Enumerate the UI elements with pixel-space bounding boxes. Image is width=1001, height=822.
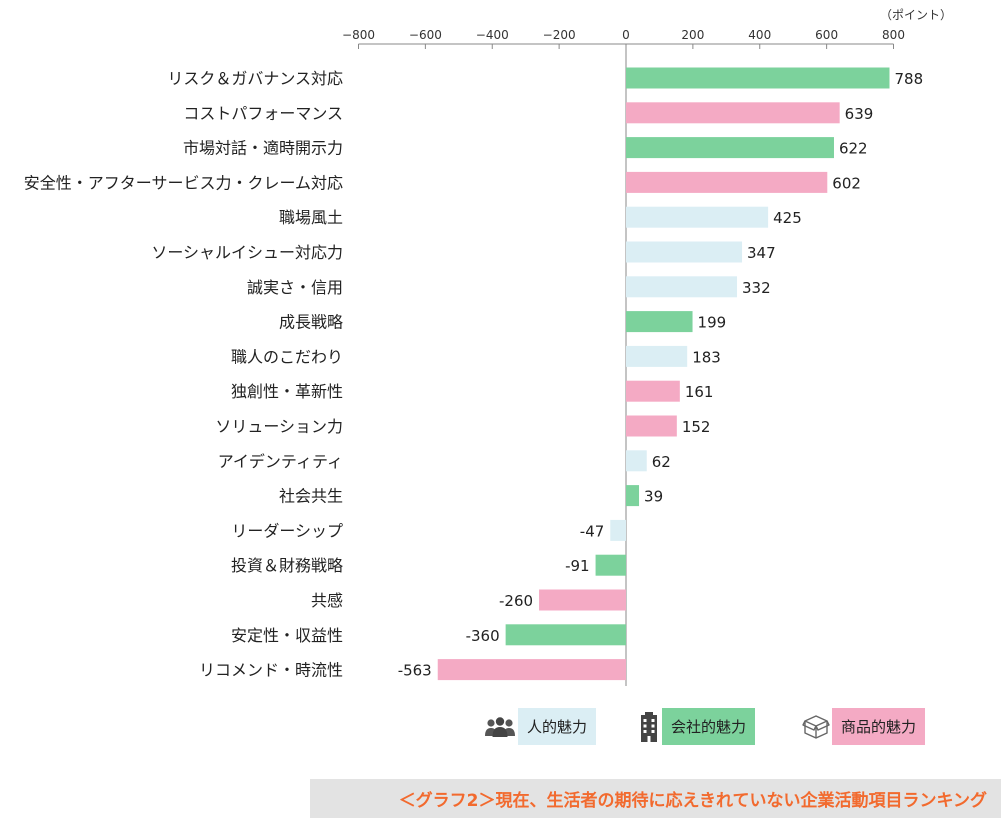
value-label: 183 — [692, 348, 721, 366]
category-label: ソーシャルイシュー対応力 — [151, 243, 343, 262]
category-label: 社会共生 — [279, 487, 343, 506]
category-label: 職人のこだわり — [231, 347, 343, 366]
bar — [626, 380, 680, 402]
x-tick-label: −600 — [409, 28, 442, 42]
legend-label-person: 人的魅力 — [518, 708, 597, 745]
bar — [626, 67, 890, 89]
value-label: 152 — [682, 418, 711, 436]
bar — [626, 485, 640, 507]
category-label: 安定性・収益性 — [231, 626, 343, 645]
value-label: 62 — [652, 453, 671, 471]
bar — [626, 276, 738, 298]
value-label: 161 — [685, 383, 714, 401]
value-label: 347 — [747, 244, 776, 262]
bar — [626, 345, 688, 367]
legend-item-person: 人的魅力 — [482, 708, 597, 745]
value-label: -260 — [499, 592, 533, 610]
bar — [610, 519, 626, 541]
legend: 人的魅力 会社的魅力 — [0, 708, 1001, 748]
value-label: -91 — [565, 557, 590, 575]
bar — [595, 554, 626, 576]
value-label: 425 — [773, 209, 802, 227]
category-label: リーダーシップ — [231, 521, 343, 540]
bar — [539, 589, 626, 611]
value-label: 622 — [839, 140, 868, 158]
category-label: 独創性・革新性 — [231, 382, 343, 401]
x-tick-label: 0 — [622, 28, 630, 42]
x-tick-label: −200 — [543, 28, 576, 42]
category-label: リスク＆ガバナンス対応 — [167, 69, 343, 88]
legend-item-company: 会社的魅力 — [636, 708, 756, 745]
bar — [626, 206, 769, 228]
label-layer: リスク＆ガバナンス対応 788 コストパフォーマンス 639 市場対話・適時開示力 622… — [24, 69, 923, 680]
bar-chart: −800 −600 −400 −200 0 200 400 600 800 リスク＆ガバナンス対… — [24, 28, 923, 686]
bar — [505, 624, 626, 646]
category-label: 誠実さ・信用 — [247, 278, 343, 297]
legend-label-product: 商品的魅力 — [832, 708, 926, 745]
bar — [626, 171, 828, 193]
category-label: 投資＆財務戦略 — [231, 556, 343, 575]
bar — [626, 137, 834, 159]
category-label: 安全性・アフターサービス力・クレーム対応 — [24, 173, 343, 192]
value-label: 639 — [845, 105, 874, 123]
value-label: 602 — [832, 174, 861, 192]
building-icon — [636, 708, 662, 745]
bar — [437, 659, 626, 681]
x-tick-label: −400 — [476, 28, 509, 42]
x-tick-label: 400 — [748, 28, 771, 42]
bar — [626, 311, 693, 333]
category-label: アイデンティティ — [218, 452, 343, 471]
bar — [626, 241, 743, 263]
value-label: -360 — [466, 627, 500, 645]
caption-bar: ＜グラフ2＞現在、生活者の期待に応えきれていない企業活動項目ランキング — [310, 779, 1001, 818]
category-label: リコメンド・時流性 — [199, 661, 343, 680]
value-label: -563 — [398, 662, 432, 680]
bar-layer — [437, 67, 890, 681]
value-label: 788 — [894, 70, 923, 88]
bar — [626, 450, 647, 472]
category-label: 職場風土 — [279, 208, 343, 227]
bar — [626, 102, 840, 124]
category-label: 市場対話・適時開示力 — [183, 139, 343, 158]
value-label: 332 — [742, 279, 771, 297]
category-label: コストパフォーマンス — [183, 104, 343, 123]
people-icon — [482, 708, 518, 745]
legend-item-product: 商品的魅力 — [800, 708, 926, 745]
x-tick-label: 800 — [882, 28, 905, 42]
value-label: 199 — [698, 314, 727, 332]
category-label: ソリューション力 — [215, 417, 343, 436]
category-label: 成長戦略 — [279, 313, 343, 332]
x-tick-label: 600 — [815, 28, 838, 42]
value-label: 39 — [644, 488, 663, 506]
axis-layer: −800 −600 −400 −200 0 200 400 600 800 — [342, 28, 905, 686]
bar — [626, 415, 677, 437]
value-label: -47 — [580, 522, 605, 540]
legend-label-company: 会社的魅力 — [662, 708, 756, 745]
unit-label: （ポイント） — [880, 8, 953, 22]
category-label: 共感 — [311, 591, 343, 610]
box-icon — [800, 708, 832, 745]
x-tick-label: 200 — [681, 28, 704, 42]
chart-caption: ＜グラフ2＞現在、生活者の期待に応えきれていない企業活動項目ランキング — [398, 791, 987, 811]
x-tick-label: −800 — [342, 28, 375, 42]
